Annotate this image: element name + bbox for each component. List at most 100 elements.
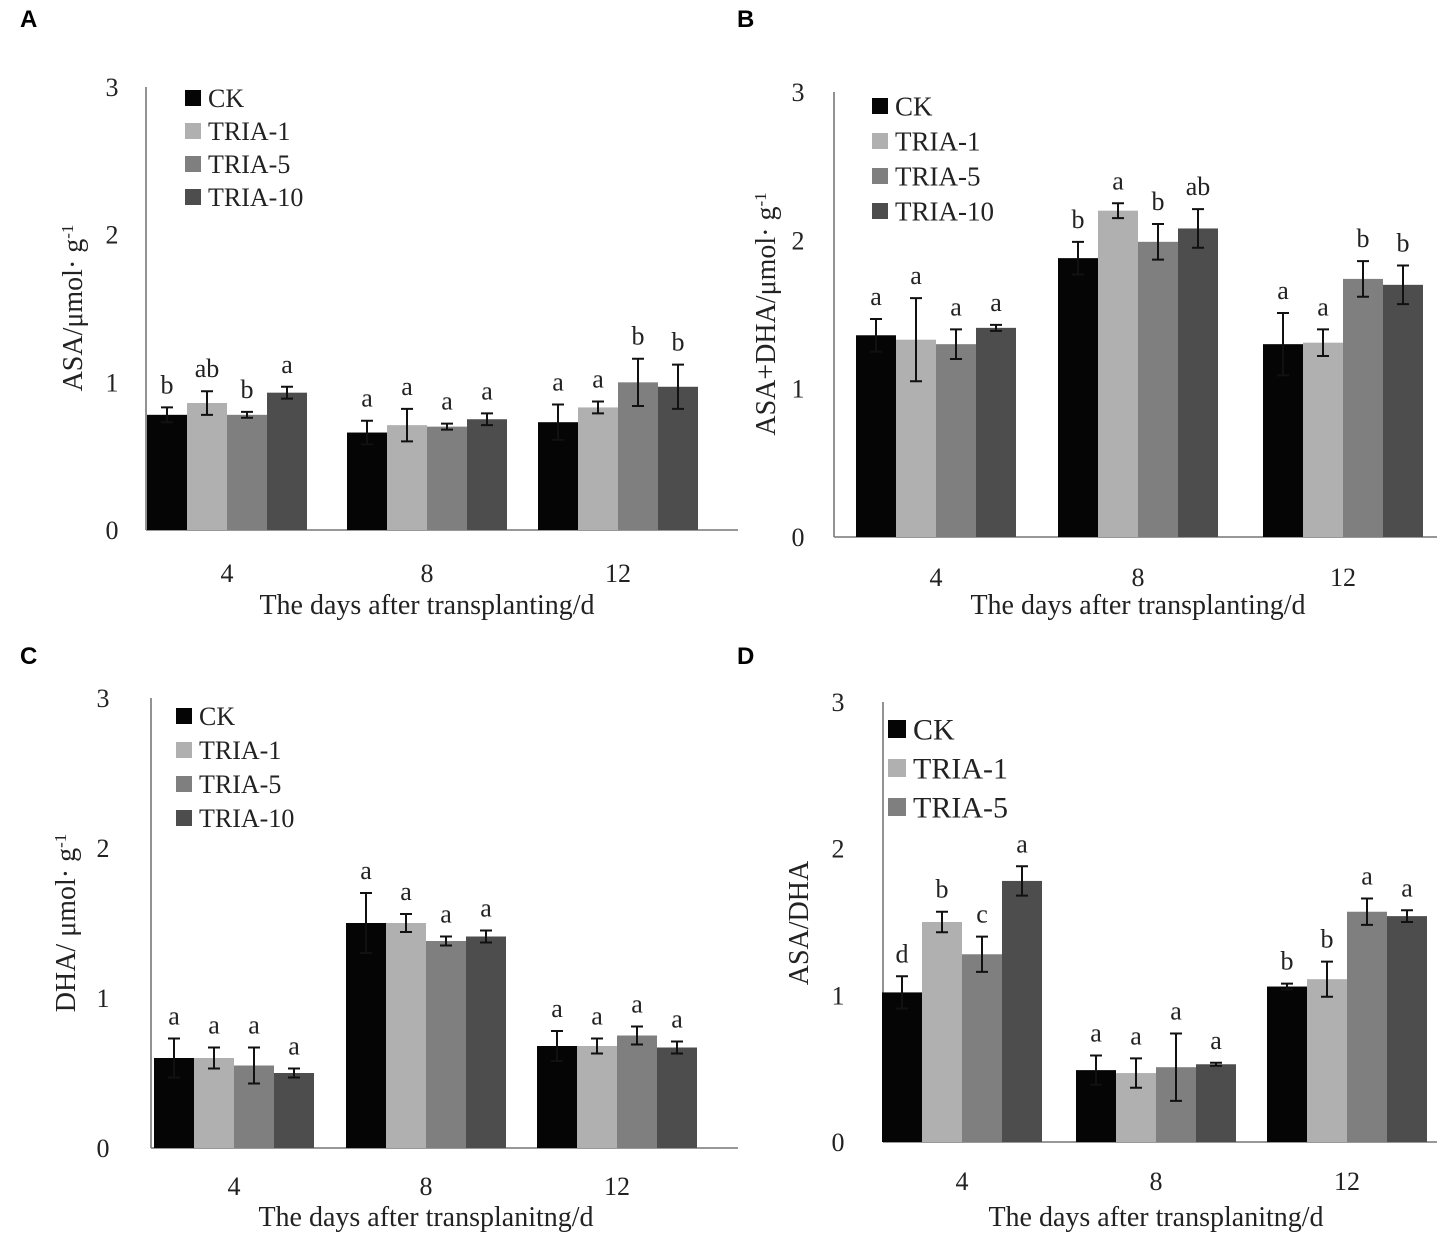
legend-label: TRIA-1	[913, 753, 1008, 786]
significance-label: a	[481, 376, 493, 405]
significance-label: b	[1072, 205, 1085, 234]
significance-label: a	[480, 894, 492, 923]
x-tick-label: 4	[228, 1172, 241, 1201]
significance-label: a	[1361, 862, 1373, 891]
significance-label: b	[1321, 925, 1334, 954]
legend-swatch-tria-5	[872, 168, 888, 184]
bar-tria-10-8	[1196, 1064, 1236, 1142]
significance-label: a	[360, 856, 372, 885]
legend: CK TRIA-1 TRIA-5	[888, 714, 1008, 825]
error-bar	[671, 1040, 683, 1055]
error-bar	[950, 328, 962, 360]
bar-tria-5-8	[426, 941, 466, 1148]
bar-tria-1-12	[1307, 979, 1347, 1142]
error-bar	[1016, 865, 1028, 897]
significance-label: a	[551, 994, 563, 1023]
error-bar	[1112, 202, 1124, 220]
error-bar	[208, 1046, 220, 1070]
error-bar	[1321, 960, 1333, 998]
error-bar	[400, 913, 412, 933]
legend-label: TRIA-10	[199, 804, 294, 833]
error-bar	[870, 317, 882, 353]
error-bar	[631, 1025, 643, 1046]
significance-label: b	[1281, 947, 1294, 976]
bar-tria-1-12	[577, 1046, 617, 1148]
y-tick-label: 3	[832, 688, 845, 717]
legend: CK TRIA-1 TRIA-5 TRIA-10	[185, 84, 303, 212]
significance-label: ab	[1186, 172, 1211, 201]
legend-swatch-tria-5	[185, 156, 201, 172]
error-bar	[361, 419, 373, 446]
bar-tria-5-4	[227, 414, 267, 530]
error-bar	[440, 935, 452, 947]
significance-label: a	[631, 990, 643, 1019]
bar-tria-5-12	[1347, 911, 1387, 1142]
error-bar	[896, 975, 908, 1010]
significance-label: a	[288, 1032, 300, 1061]
significance-label: a	[1401, 873, 1413, 902]
error-bar	[168, 1037, 180, 1079]
legend-label: TRIA-1	[895, 126, 980, 156]
legend-label: TRIA-1	[199, 736, 281, 765]
bar-tria-10-4	[976, 327, 1016, 537]
bar-tria-10-4	[1002, 880, 1042, 1142]
legend-label: CK	[913, 714, 955, 747]
error-bar	[248, 1046, 260, 1085]
error-bar	[1357, 260, 1369, 298]
significance-label: a	[990, 288, 1002, 317]
significance-label: b	[1152, 187, 1165, 216]
significance-label: a	[440, 900, 452, 929]
error-bar	[161, 406, 173, 424]
error-bar	[976, 935, 988, 973]
x-axis-title: The days after transplanting/d	[259, 590, 594, 621]
significance-label: a	[400, 877, 412, 906]
bar-ck-8	[346, 923, 386, 1148]
x-tick-label: 4	[930, 563, 943, 592]
significance-label: b	[241, 375, 254, 404]
error-bar	[1192, 208, 1204, 249]
significance-label: b	[1357, 224, 1370, 253]
y-tick-label: 1	[106, 368, 119, 397]
legend-swatch-ck	[176, 708, 192, 724]
x-tick-label: 8	[1150, 1167, 1163, 1196]
significance-label: b	[936, 875, 949, 904]
error-bar	[480, 929, 492, 944]
x-tick-label: 4	[221, 559, 234, 588]
legend-label: TRIA-5	[913, 792, 1008, 825]
legend-swatch-tria-10	[872, 203, 888, 219]
error-bar	[288, 1067, 300, 1079]
legend-swatch-tria-10	[185, 189, 201, 205]
error-bar	[281, 385, 293, 400]
bar-tria-1-4	[922, 922, 962, 1142]
significance-label: a	[1112, 166, 1124, 195]
legend-swatch-tria-1	[872, 133, 888, 149]
bar-ck-12	[537, 1046, 577, 1148]
y-axis-title-superscript: -1	[51, 834, 70, 848]
y-tick-label: 1	[832, 981, 845, 1010]
bar-tria-10-8	[1178, 228, 1218, 537]
bar-tria-1-12	[1303, 342, 1343, 537]
significance-label: a	[441, 387, 453, 416]
bar-tria-5-4	[962, 954, 1002, 1142]
error-bar	[672, 363, 684, 410]
significance-label: a	[671, 1005, 683, 1034]
error-bar	[401, 407, 413, 443]
error-bar	[910, 297, 922, 383]
significance-label: a	[1130, 1021, 1142, 1050]
x-tick-label: 12	[1334, 1167, 1360, 1196]
error-bar	[1361, 897, 1373, 926]
significance-label: b	[632, 322, 645, 351]
bar-tria-5-4	[936, 344, 976, 537]
y-tick-label: 3	[106, 73, 119, 102]
error-bar	[1170, 1032, 1182, 1102]
error-bar	[936, 910, 948, 934]
bar-tria-10-12	[658, 386, 698, 530]
legend: CK TRIA-1 TRIA-5 TRIA-10	[176, 702, 294, 833]
x-tick-label: 12	[1330, 563, 1356, 592]
x-axis-title: The days after transplanitng/d	[258, 1202, 593, 1233]
y-tick-label: 2	[792, 226, 805, 255]
